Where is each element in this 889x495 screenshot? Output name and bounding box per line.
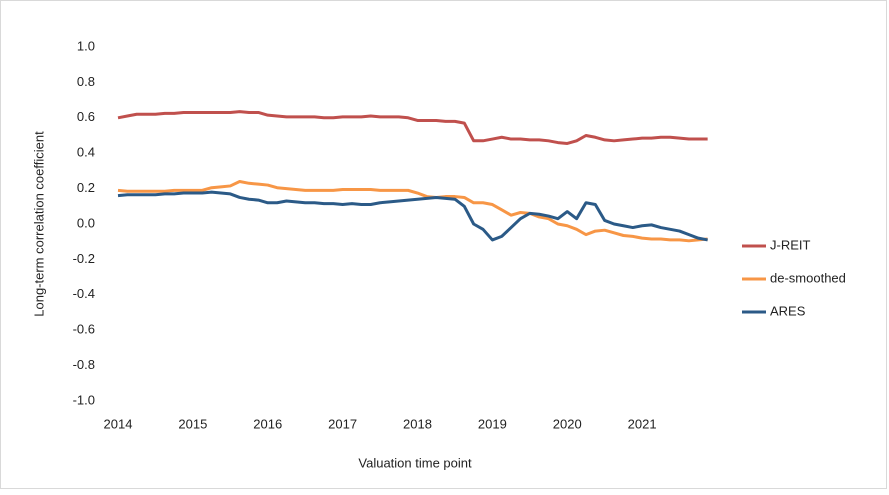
series-line bbox=[117, 110, 708, 145]
y-axis-label: Long-term correlation coefficient bbox=[31, 131, 46, 317]
legend-label: ARES bbox=[770, 303, 806, 318]
x-tick-label: 2019 bbox=[478, 416, 507, 431]
x-tick-label: 2017 bbox=[328, 416, 357, 431]
x-tick-label: 2015 bbox=[178, 416, 207, 431]
y-tick-label: 1.0 bbox=[77, 38, 95, 53]
x-tick-label: 2018 bbox=[403, 416, 432, 431]
x-tick-label: 2020 bbox=[553, 416, 582, 431]
legend-label: de-smoothed bbox=[770, 270, 846, 285]
legend-label: J-REIT bbox=[770, 237, 811, 252]
x-tick-label: 2014 bbox=[104, 416, 133, 431]
x-tick-label: 2016 bbox=[253, 416, 282, 431]
y-tick-label: 0.8 bbox=[77, 74, 95, 89]
y-tick-label: 0.4 bbox=[77, 145, 95, 160]
y-tick-label: 0.6 bbox=[77, 109, 95, 124]
y-tick-label: -0.4 bbox=[73, 286, 95, 301]
y-tick-label: -1.0 bbox=[73, 392, 95, 407]
x-tick-label: 2021 bbox=[628, 416, 657, 431]
series-line bbox=[117, 180, 708, 243]
y-tick-label: 0.2 bbox=[77, 180, 95, 195]
y-tick-label: -0.8 bbox=[73, 357, 95, 372]
y-tick-label: 0.0 bbox=[77, 215, 95, 230]
y-tick-label: -0.6 bbox=[73, 322, 95, 337]
x-axis-label: Valuation time point bbox=[358, 455, 472, 470]
y-tick-label: -0.2 bbox=[73, 251, 95, 266]
series-line bbox=[117, 190, 708, 242]
